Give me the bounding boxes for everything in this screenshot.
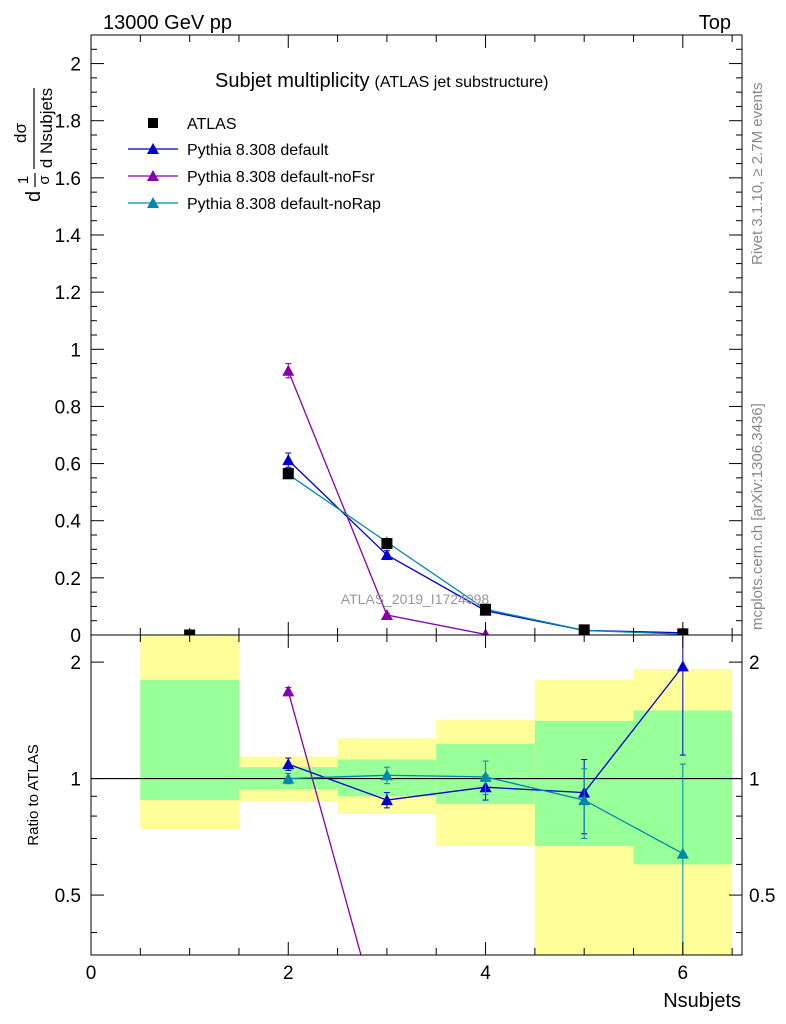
ylabel-d: d (23, 191, 45, 202)
ratio-ytick-label-left: 0.5 (55, 886, 81, 907)
ratio-noFsr-point (282, 685, 295, 697)
ratio-noRap-point (282, 772, 295, 784)
ratio-noRap-point (676, 847, 689, 859)
main-ytick-label: 0 (70, 626, 81, 647)
x-tick-label: 6 (678, 963, 689, 984)
ratio-ytick-label-right: 0.5 (749, 886, 775, 907)
ratio-noRap-point (479, 770, 492, 782)
x-axis-label: Nsubjets (663, 990, 741, 1012)
ratio-panel-marks (91, 635, 742, 955)
main-axes: 0 0.2 0.4 0.6 0.8 1 1.2 1.4 1.6 1.8 2 (55, 35, 742, 647)
main-ytick-label: 0.8 (55, 397, 81, 418)
legend: ATLAS Pythia 8.308 default Pythia 8.308 … (128, 116, 381, 213)
ylabel-dsigma: dσ (11, 123, 30, 143)
main-ytick-label: 1.4 (55, 226, 82, 247)
legend-marker-default (147, 143, 159, 154)
ylabel-dnsubjets: d Nsubjets (37, 88, 56, 168)
main-ytick-label: 1.6 (55, 169, 81, 190)
main-ylabel: d 1 σ dσ d Nsubjets (11, 88, 56, 202)
ratio-ytick-label-right: 2 (749, 653, 760, 674)
ratio-ytick-label-left: 1 (70, 770, 81, 791)
main-default-point (282, 454, 295, 466)
chart-title-main: Subjet multiplicity (215, 70, 370, 92)
legend-marker-nofsr (147, 170, 159, 181)
x-tick-label: 0 (86, 963, 97, 984)
legend-marker-norap (147, 197, 159, 208)
ratio-ylabel: Ratio to ATLAS (25, 744, 42, 845)
x-tick-label: 4 (480, 963, 491, 984)
legend-label-norap: Pythia 8.308 default-noRap (187, 196, 381, 213)
ylabel-one: 1 (15, 176, 32, 184)
main-ytick-label: 0.4 (55, 512, 82, 533)
main-data-point (282, 468, 294, 480)
ratio-bands (140, 635, 733, 955)
x-tick-label: 2 (283, 963, 294, 984)
mcplots-label: mcplots.cern.ch [arXiv:1306.3436] (749, 403, 766, 630)
ratio-default-point (676, 660, 689, 672)
main-ytick-label: 1.8 (55, 112, 81, 133)
ratio-frame (90, 634, 743, 956)
main-ytick-label: 0.6 (55, 455, 81, 476)
legend-marker-atlas (148, 118, 158, 128)
main-data-point (480, 603, 492, 615)
ratio-noRap-point (578, 794, 591, 806)
main-ytick-label: 2 (70, 55, 81, 76)
main-default-point (380, 549, 393, 560)
analysis-watermark: ATLAS_2019_I1724098 (341, 591, 490, 607)
ylabel-sigma: σ (36, 175, 53, 185)
chart-title-sub: (ATLAS jet substructure) (375, 74, 549, 91)
uncertainty-band-inner (140, 679, 239, 801)
main-noFsr-point (282, 364, 295, 376)
ratio-noFsr-line (287, 691, 362, 955)
ratio-noRap-point (380, 769, 393, 781)
main-ytick-label: 1.2 (55, 283, 81, 304)
main-noFsr-point (380, 609, 393, 620)
rivet-label: Rivet 3.1.10, ≥ 2.7M events (749, 83, 766, 266)
main-data-point (381, 538, 393, 550)
chart-title: Subjet multiplicity (ATLAS jet substructu… (215, 70, 549, 92)
main-panel-marks (184, 363, 689, 635)
ratio-axes: 0 2 4 6 0.5 0.5 1 1 2 2 (55, 635, 775, 984)
legend-label-nofsr: Pythia 8.308 default-noFsr (187, 169, 375, 186)
header-left: 13000 GeV pp (103, 12, 232, 34)
main-ytick-label: 1 (70, 340, 81, 361)
header-right: Top (699, 12, 731, 34)
legend-label-atlas: ATLAS (187, 116, 237, 133)
ratio-ytick-label-right: 1 (749, 770, 760, 791)
main-ytick-label: 0.2 (55, 569, 81, 590)
ratio-ytick-label-left: 2 (70, 653, 81, 674)
ratio-default-point (380, 794, 393, 806)
ratio-default-point (282, 758, 295, 770)
legend-label-default: Pythia 8.308 default (187, 142, 329, 159)
